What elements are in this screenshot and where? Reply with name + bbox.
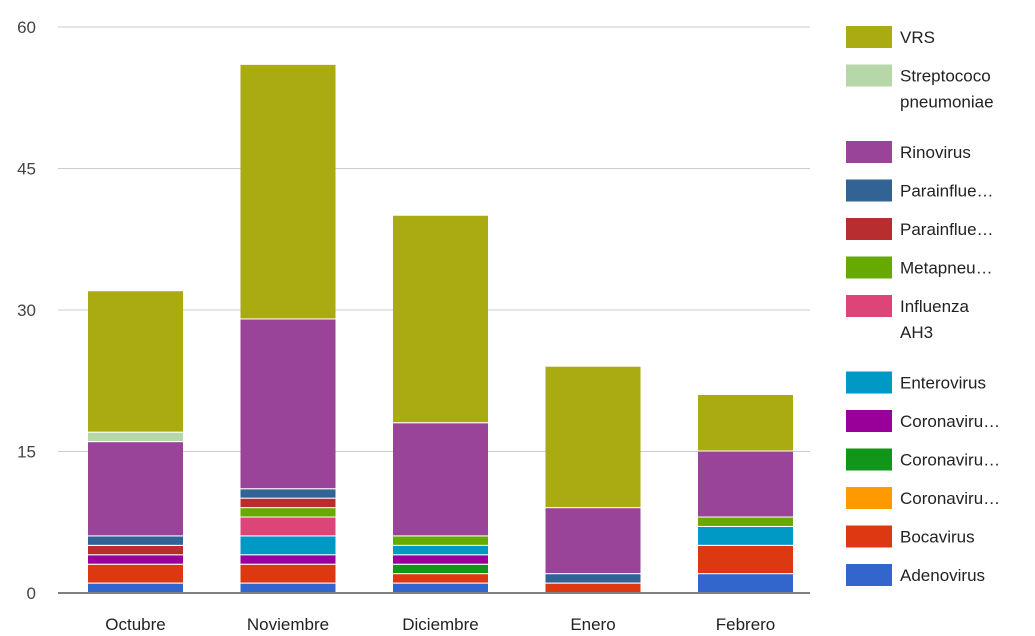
- axes: 0 15 30 45 60 Octubre Noviembre Diciembre Enero F…: [17, 18, 776, 634]
- legend-label: Influenza AH3: [900, 297, 970, 342]
- bar-segment: [393, 564, 488, 574]
- legend-swatch: [846, 218, 892, 240]
- bar-segment: [88, 291, 183, 432]
- bar-segment: [393, 545, 488, 555]
- legend-label: Adenovirus: [900, 566, 985, 585]
- x-tick-label: Febrero: [716, 615, 776, 631]
- x-tick-label: Octubre: [105, 615, 165, 631]
- bar-segment: [545, 583, 641, 592]
- bar-segment: [545, 574, 641, 583]
- legend-swatch: [846, 564, 892, 586]
- legend-label: Enterovirus: [900, 374, 986, 393]
- x-tick-label: Enero: [570, 615, 615, 631]
- y-tick-label: 15: [17, 443, 36, 462]
- bar-segment: [545, 508, 641, 574]
- legend-swatch: [846, 525, 892, 548]
- y-tick-label: 45: [17, 160, 36, 179]
- bar-segment: [698, 526, 793, 545]
- legend-swatch: [846, 295, 892, 317]
- bar-segment: [88, 583, 183, 592]
- bar-segment: [240, 517, 336, 536]
- legend-label: Metapneu…: [900, 259, 993, 278]
- bar-segment: [240, 319, 336, 489]
- legend-label-line: AH3: [900, 323, 933, 342]
- bar-segment: [240, 583, 336, 592]
- bar-segment: [88, 432, 183, 442]
- bar-segment: [698, 394, 793, 451]
- bar-segment: [393, 583, 488, 592]
- legend: VRS Streptococo pneumoniae Rinovirus Parainf…: [846, 26, 1000, 586]
- y-tick-label: 60: [17, 18, 36, 37]
- bar-segment: [393, 215, 488, 423]
- legend-label: Coronaviru…: [900, 489, 1000, 508]
- bar-segment: [240, 564, 336, 583]
- legend-swatch: [846, 64, 892, 87]
- bar-segment: [698, 574, 793, 592]
- bar-segment: [240, 555, 336, 564]
- bar-segment: [88, 536, 183, 545]
- legend-swatch: [846, 448, 892, 471]
- legend-swatch: [846, 487, 892, 509]
- legend-label-line: pneumoniae: [900, 93, 994, 112]
- bar-segment: [88, 564, 183, 583]
- bar-segment: [240, 508, 336, 517]
- bar-segment: [240, 489, 336, 498]
- x-tick-label: Noviembre: [247, 615, 329, 631]
- legend-label: Streptococo pneumoniae: [900, 67, 994, 112]
- bar-segment: [698, 517, 793, 526]
- legend-swatch: [846, 26, 892, 48]
- legend-swatch: [846, 141, 892, 163]
- bar-segment: [393, 536, 488, 545]
- y-tick-label: 0: [27, 584, 36, 603]
- legend-label: Coronaviru…: [900, 451, 1000, 470]
- bar-segment: [240, 536, 336, 555]
- bar-segment: [698, 451, 793, 517]
- bar-segment: [88, 442, 183, 536]
- legend-label: Parainflue…: [900, 182, 994, 201]
- bar-segment: [393, 574, 488, 583]
- bar-segment: [88, 555, 183, 564]
- legend-swatch: [846, 179, 892, 202]
- legend-label-line: Influenza: [900, 297, 970, 316]
- legend-label: Rinovirus: [900, 143, 971, 162]
- bar-segment: [393, 555, 488, 564]
- legend-label-line: Streptococo: [900, 67, 991, 86]
- bars: [88, 63, 793, 592]
- bar-segment: [393, 423, 488, 536]
- legend-swatch: [846, 371, 892, 394]
- legend-swatch: [846, 256, 892, 279]
- legend-label: Coronaviru…: [900, 412, 1000, 431]
- legend-label: VRS: [900, 28, 935, 47]
- legend-swatch: [846, 410, 892, 432]
- bar-segment: [240, 64, 336, 319]
- bar-segment: [698, 545, 793, 574]
- y-tick-label: 30: [17, 301, 36, 320]
- legend-label: Bocavirus: [900, 528, 975, 547]
- x-tick-label: Diciembre: [402, 615, 479, 631]
- bar-segment: [545, 366, 641, 508]
- legend-label: Parainflue…: [900, 220, 994, 239]
- bar-segment: [88, 545, 183, 555]
- bar-segment: [240, 498, 336, 508]
